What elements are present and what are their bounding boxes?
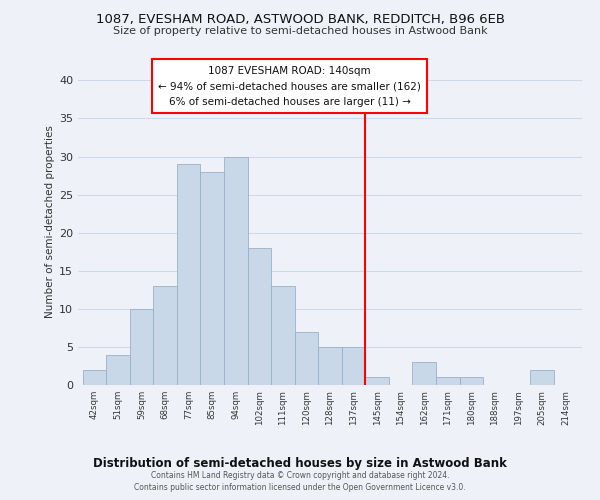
Bar — [130, 309, 154, 385]
Text: 1087 EVESHAM ROAD: 140sqm
← 94% of semi-detached houses are smaller (162)
6% of : 1087 EVESHAM ROAD: 140sqm ← 94% of semi-… — [158, 66, 421, 107]
Bar — [177, 164, 200, 385]
Bar — [295, 332, 318, 385]
Text: Contains HM Land Registry data © Crown copyright and database right 2024.
Contai: Contains HM Land Registry data © Crown c… — [134, 471, 466, 492]
Bar — [460, 378, 483, 385]
Text: Distribution of semi-detached houses by size in Astwood Bank: Distribution of semi-detached houses by … — [93, 458, 507, 470]
Bar — [318, 347, 342, 385]
Bar — [342, 347, 365, 385]
Bar — [106, 354, 130, 385]
Bar — [412, 362, 436, 385]
Bar — [365, 378, 389, 385]
Y-axis label: Number of semi-detached properties: Number of semi-detached properties — [45, 125, 55, 318]
Bar — [530, 370, 554, 385]
Bar — [83, 370, 106, 385]
Text: 1087, EVESHAM ROAD, ASTWOOD BANK, REDDITCH, B96 6EB: 1087, EVESHAM ROAD, ASTWOOD BANK, REDDIT… — [95, 12, 505, 26]
Bar — [248, 248, 271, 385]
Bar — [154, 286, 177, 385]
Bar — [200, 172, 224, 385]
Bar — [224, 156, 248, 385]
Bar — [436, 378, 460, 385]
Text: Size of property relative to semi-detached houses in Astwood Bank: Size of property relative to semi-detach… — [113, 26, 487, 36]
Bar — [271, 286, 295, 385]
